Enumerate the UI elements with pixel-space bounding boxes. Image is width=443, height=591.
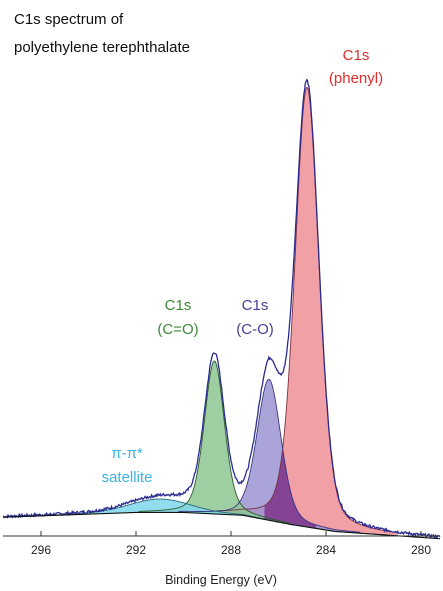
annotation-c-o-line-2: (C-O)	[236, 321, 274, 338]
x-tick-label: 280	[411, 543, 431, 557]
peak-fill-phenyl	[216, 87, 398, 536]
peak-fill-c-o	[138, 360, 290, 525]
annotation-c-eq-o-line-1: C1s	[165, 297, 192, 314]
x-axis-title: Binding Energy (eV)	[165, 573, 277, 587]
x-tick-label: 284	[316, 543, 336, 557]
peak-outline-c-o	[178, 378, 360, 533]
annotation-phenyl-line-2: (phenyl)	[329, 70, 383, 87]
peak-overlap-fill	[264, 448, 317, 529]
annotation-c-eq-o-line-2: (C=O)	[157, 321, 198, 338]
measured-spectrum-line	[2, 78, 441, 539]
chart-title-line-2: polyethylene terephthalate	[14, 39, 190, 56]
x-tick-label: 292	[126, 543, 146, 557]
annotation-phenyl-line-1: C1s	[343, 47, 370, 64]
x-axis-ticks: 296 292 288 284 280	[31, 531, 431, 557]
peak-fills	[3, 87, 398, 536]
background-baseline	[2, 511, 441, 540]
annotation-c-o-line-1: C1s	[242, 297, 269, 314]
peak-outline-c-o	[138, 360, 291, 524]
peak-fill-c-o	[178, 379, 360, 534]
x-tick-label: 288	[221, 543, 241, 557]
chart-title-line-1: C1s spectrum of	[14, 11, 124, 28]
annotation-satellite-line-2: satellite	[102, 469, 153, 486]
x-tick-label: 296	[31, 543, 51, 557]
annotation-satellite-line-1: π-π*	[111, 445, 143, 462]
